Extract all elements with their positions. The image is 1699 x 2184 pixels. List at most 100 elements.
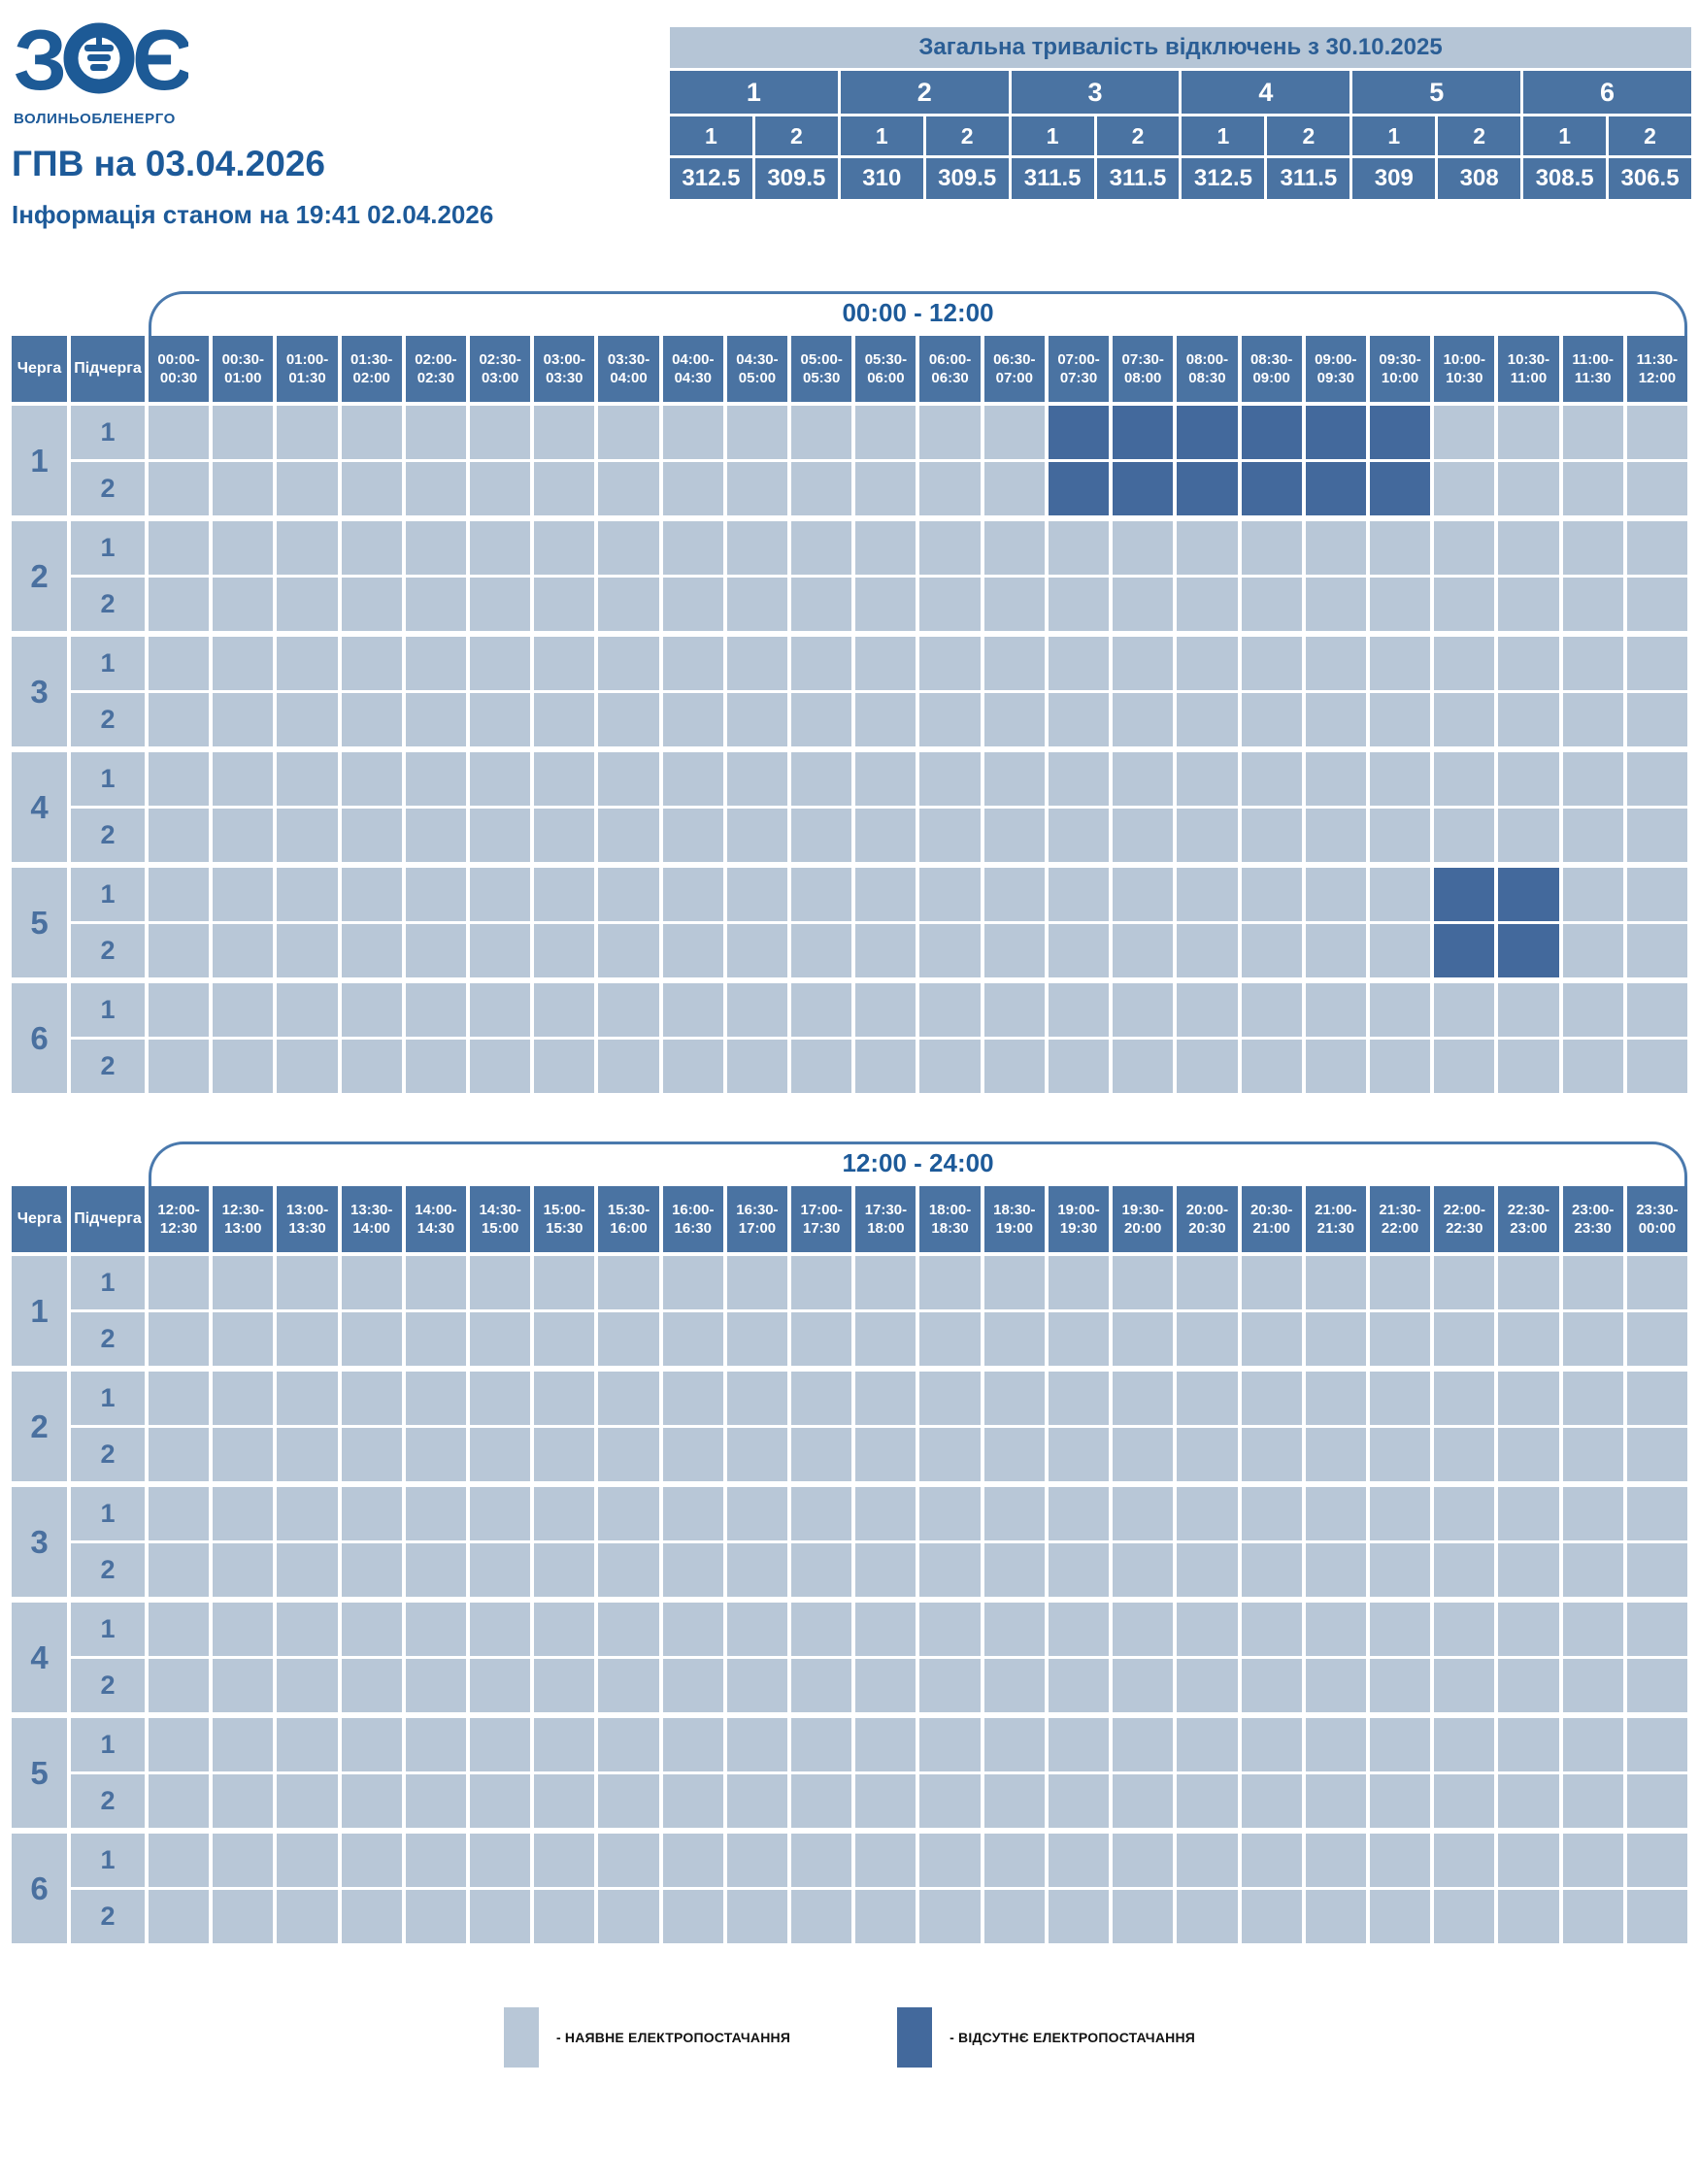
power-available-cell — [791, 578, 852, 631]
time-slot-header: 07:00- 07:30 — [1048, 336, 1110, 402]
queue-number-cell: 4 — [12, 752, 67, 862]
power-available-cell — [791, 1372, 852, 1425]
time-range-label: 12:00 - 24:00 — [842, 1148, 994, 1177]
power-available-cell — [341, 1603, 402, 1656]
power-available-cell — [919, 1487, 981, 1540]
power-available-cell — [534, 1487, 595, 1540]
power-available-cell — [149, 637, 210, 690]
power-available-cell — [1177, 1040, 1238, 1093]
power-available-cell — [277, 1774, 338, 1828]
power-available-cell — [470, 1040, 531, 1093]
time-slot-header: 22:30- 23:00 — [1498, 1186, 1559, 1252]
power-available-cell — [213, 578, 274, 631]
time-slot-header: 15:30- 16:00 — [598, 1186, 659, 1252]
power-available-cell — [1562, 1603, 1623, 1656]
time-slot-start: 01:00- — [285, 350, 329, 368]
power-available-cell — [1177, 983, 1238, 1037]
power-available-cell — [598, 693, 659, 746]
power-available-cell — [1626, 868, 1687, 921]
power-available-cell — [919, 1256, 981, 1309]
power-available-cell — [919, 1718, 981, 1771]
subqueue-number-cell: 1 — [71, 752, 145, 806]
power-available-cell — [1113, 1603, 1174, 1656]
time-slot-end: 19:30 — [1059, 1220, 1098, 1237]
power-available-cell — [1498, 1428, 1559, 1481]
power-available-cell — [405, 1040, 467, 1093]
summary-value-cell: 310 — [840, 158, 923, 199]
power-available-cell — [598, 924, 659, 977]
power-available-cell — [149, 924, 210, 977]
power-available-cell — [1241, 868, 1302, 921]
power-available-cell — [791, 809, 852, 862]
power-available-cell — [983, 1774, 1045, 1828]
power-available-cell — [149, 868, 210, 921]
power-available-cell — [662, 1543, 723, 1597]
power-available-cell — [919, 752, 981, 806]
power-available-cell — [1434, 1040, 1495, 1093]
power-available-cell — [1369, 752, 1431, 806]
queue-number-cell: 6 — [12, 983, 67, 1093]
power-available-cell — [1434, 462, 1495, 515]
time-slot-start: 20:00- — [1185, 1201, 1229, 1218]
power-available-cell — [149, 1659, 210, 1712]
power-available-cell — [598, 1543, 659, 1597]
power-available-cell — [855, 462, 916, 515]
time-slot-start: 08:00- — [1185, 350, 1229, 368]
power-available-cell — [534, 1659, 595, 1712]
power-available-cell — [1241, 1312, 1302, 1366]
power-available-cell — [405, 1603, 467, 1656]
summary-subqueue-cell: 2 — [1267, 116, 1350, 155]
power-available-cell — [341, 521, 402, 575]
power-available-cell — [213, 868, 274, 921]
power-available-cell — [598, 809, 659, 862]
power-available-cell — [1048, 693, 1110, 746]
power-available-cell — [726, 1659, 788, 1712]
power-available-cell — [791, 1543, 852, 1597]
power-available-cell — [341, 1372, 402, 1425]
power-available-cell — [1305, 1659, 1366, 1712]
time-slot-start: 16:00- — [672, 1201, 715, 1218]
power-available-cell — [1048, 868, 1110, 921]
power-available-cell — [983, 1890, 1045, 1943]
power-available-cell — [470, 1774, 531, 1828]
power-available-cell — [1369, 868, 1431, 921]
power-available-cell — [213, 1890, 274, 1943]
power-available-cell — [662, 809, 723, 862]
power-available-cell — [470, 924, 531, 977]
time-slot-start: 13:30- — [350, 1201, 393, 1218]
time-slot-end: 05:30 — [802, 370, 841, 386]
summary-queue-cell: 5 — [1352, 71, 1521, 114]
power-available-cell — [662, 983, 723, 1037]
subqueue-number-cell: 2 — [71, 462, 145, 515]
power-available-cell — [470, 1834, 531, 1887]
power-available-cell — [149, 1487, 210, 1540]
power-available-cell — [1562, 578, 1623, 631]
subqueue-column-header: Підчерга — [71, 336, 145, 402]
time-slot-header: 04:30- 05:00 — [726, 336, 788, 402]
time-range-label: 00:00 - 12:00 — [842, 298, 994, 327]
power-available-cell — [213, 521, 274, 575]
summary-subqueue-cell: 2 — [1096, 116, 1180, 155]
power-available-cell — [149, 578, 210, 631]
time-slot-start: 14:30- — [479, 1201, 521, 1218]
summary-subqueue-cell: 1 — [1352, 116, 1436, 155]
power-available-cell — [598, 752, 659, 806]
power-available-cell — [919, 809, 981, 862]
legend-label: - НАЯВНЕ ЕЛЕКТРОПОСТАЧАННЯ — [555, 2030, 791, 2045]
power-available-cell — [662, 1890, 723, 1943]
logo: З Є ВОЛИНЬОБЛЕНЕРГО — [14, 12, 217, 127]
power-available-cell — [855, 924, 916, 977]
power-available-cell — [855, 1718, 916, 1771]
power-available-cell — [405, 983, 467, 1037]
power-available-cell — [1048, 1603, 1110, 1656]
power-available-cell — [341, 1718, 402, 1771]
power-available-cell — [598, 1603, 659, 1656]
time-slot-end: 23:00 — [1510, 1220, 1548, 1237]
power-available-cell — [405, 1718, 467, 1771]
power-available-cell — [1048, 1312, 1110, 1366]
power-available-cell — [213, 1312, 274, 1366]
time-slot-header: 05:00- 05:30 — [791, 336, 852, 402]
time-slot-header: 17:30- 18:00 — [855, 1186, 916, 1252]
power-available-cell — [983, 1543, 1045, 1597]
power-available-cell — [277, 1834, 338, 1887]
